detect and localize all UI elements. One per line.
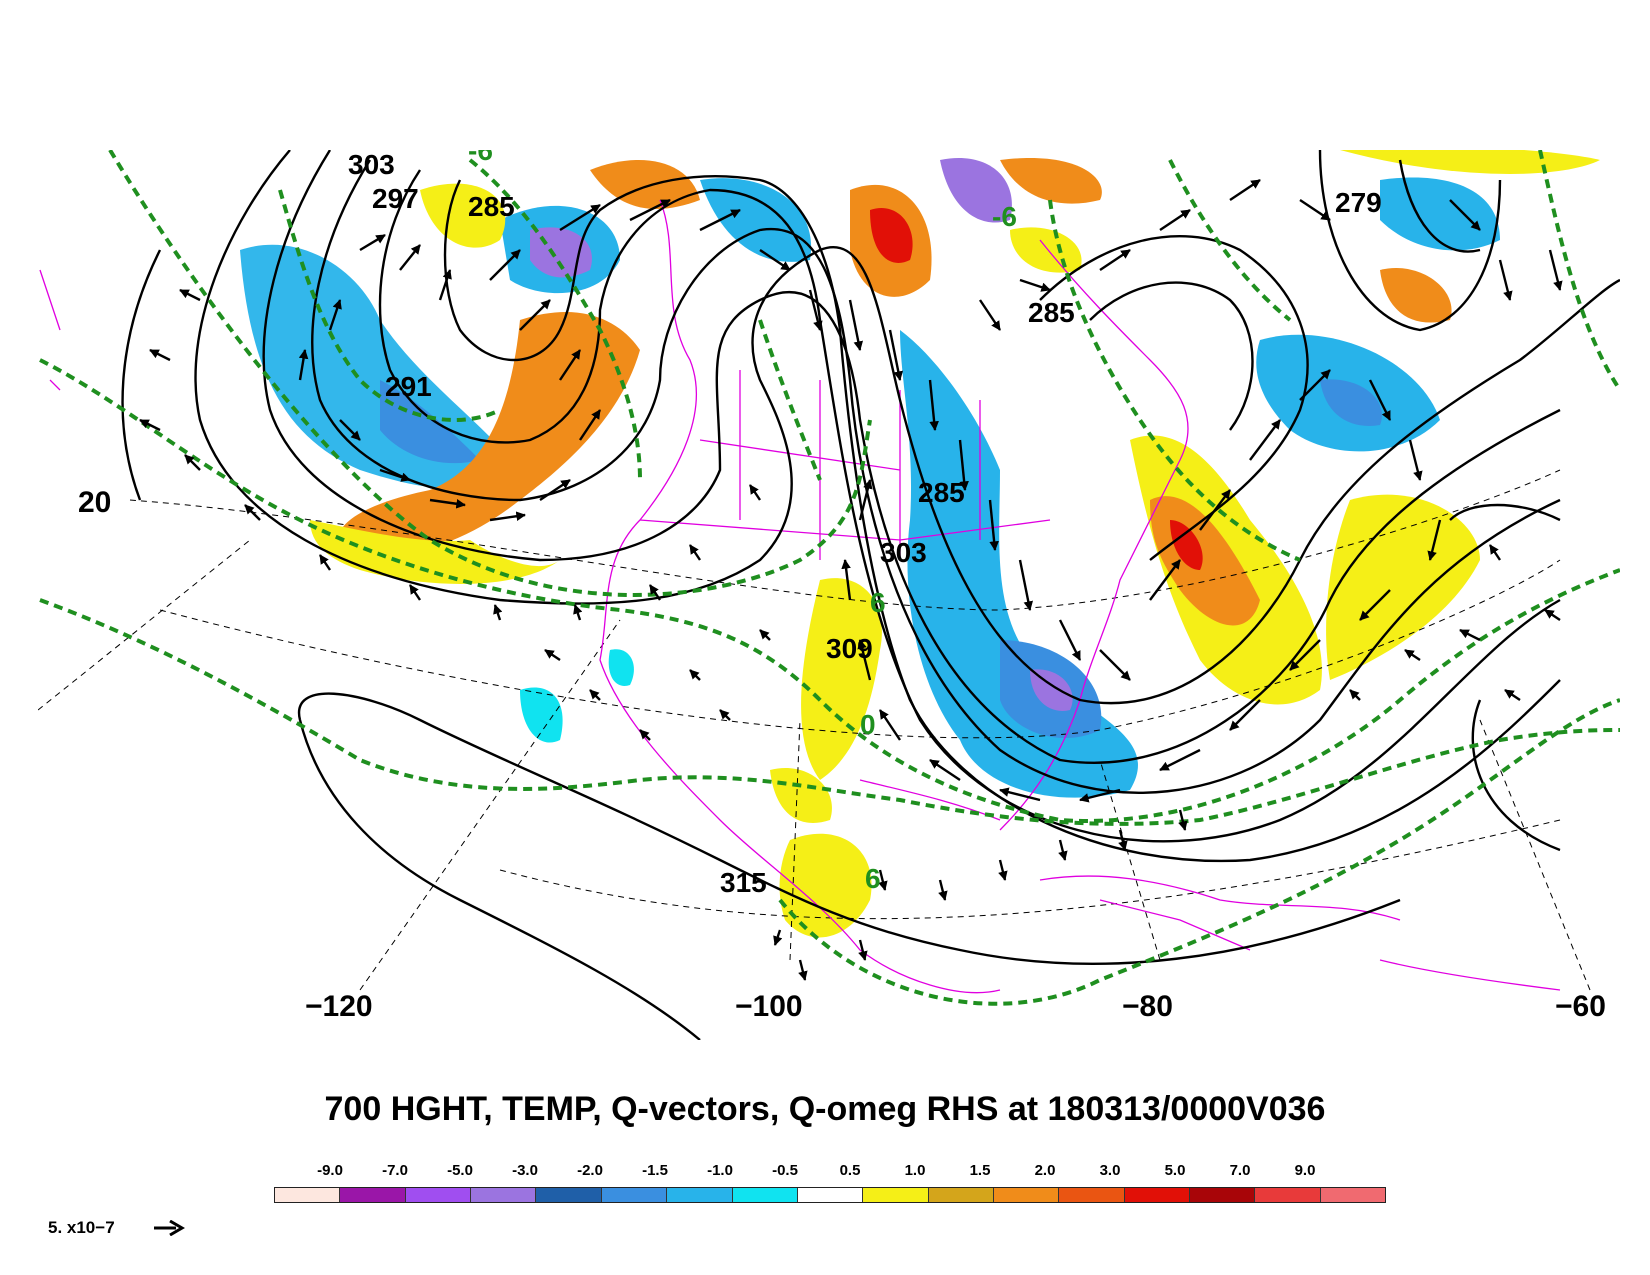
longitude-label: −120 <box>305 990 373 1023</box>
height-label: 315 <box>720 867 767 898</box>
colorbar-segment <box>275 1188 341 1202</box>
q-vectors <box>139 179 1563 981</box>
colorbar-segment <box>1320 1188 1386 1202</box>
axis-labels: 20 −120 −100 −80 −60 <box>78 486 1606 1023</box>
colorbar-tick-label: 2.0 <box>1034 1162 1056 1179</box>
colorbar-tick-label: 1.5 <box>969 1162 991 1179</box>
political-borders <box>39 199 1561 994</box>
colorbar-tick-label: -0.5 <box>772 1162 798 1179</box>
colorbar-segment <box>1124 1188 1191 1202</box>
reference-vector-arrow <box>154 1220 185 1236</box>
colorbar-tick-label: 1.0 <box>904 1162 926 1179</box>
height-label: 279 <box>1335 187 1382 218</box>
colorbar-tick-label: 7.0 <box>1229 1162 1251 1179</box>
height-label: 303 <box>348 149 395 180</box>
height-label: 309 <box>826 633 873 664</box>
height-label: 285 <box>918 477 965 508</box>
temperature-label: 6 <box>865 863 881 894</box>
colorbar-segment <box>1255 1188 1321 1202</box>
temperature-label: -6 <box>992 201 1017 232</box>
colorbar-tick-label: 9.0 <box>1294 1162 1316 1179</box>
colorbar-tick-label: -1.0 <box>707 1162 733 1179</box>
longitude-label: −60 <box>1555 990 1606 1023</box>
temperature-contours <box>39 150 1620 1006</box>
height-label: 285 <box>468 191 515 222</box>
colorbar-segment <box>471 1188 537 1202</box>
colorbar-segment <box>1190 1188 1256 1202</box>
latitude-label: 20 <box>78 486 111 519</box>
colorbar-segment <box>732 1188 798 1202</box>
longitude-label: −100 <box>735 990 803 1023</box>
colorbar-segment <box>993 1188 1060 1202</box>
colorbar-tick-label: 5.0 <box>1164 1162 1186 1179</box>
height-label: 291 <box>385 371 432 402</box>
colorbar <box>274 1187 1386 1203</box>
colorbar-tick-label: -7.0 <box>382 1162 408 1179</box>
colorbar-segment <box>667 1188 733 1202</box>
temperature-label: 0 <box>860 709 876 740</box>
colorbar-tick-label: -9.0 <box>317 1162 343 1179</box>
colorbar-tick-label: -2.0 <box>577 1162 603 1179</box>
colorbar-tick-label: -5.0 <box>447 1162 473 1179</box>
plot-title: 700 HGHT, TEMP, Q-vectors, Q-omeg RHS at… <box>324 1090 1326 1128</box>
temperature-label: -6 <box>468 135 493 166</box>
colorbar-segment <box>863 1188 929 1202</box>
colorbar-segment <box>601 1188 668 1202</box>
longitude-label: −80 <box>1122 990 1173 1023</box>
reference-vector-label: 5. x10−7 <box>48 1218 115 1237</box>
height-label: 303 <box>880 537 927 568</box>
colorbar-segment <box>928 1188 994 1202</box>
colorbar-segment <box>405 1188 472 1202</box>
height-label: 285 <box>1028 297 1075 328</box>
colorbar-tick-label: -1.5 <box>642 1162 668 1179</box>
colorbar-tick-label: -3.0 <box>512 1162 538 1179</box>
colorbar-segment <box>536 1188 602 1202</box>
graticule <box>38 469 1591 991</box>
height-label: 297 <box>372 183 419 214</box>
colorbar-tick-label: 0.5 <box>839 1162 861 1179</box>
colorbar-segment <box>340 1188 406 1202</box>
colorbar-tick-label: 3.0 <box>1099 1162 1121 1179</box>
colorbar-segment <box>1059 1188 1125 1202</box>
contour-labels: 303 297 285 291 279 285 285 303 309 315 <box>348 149 1382 898</box>
temperature-labels: -6 -6 6 0 6 <box>468 135 1017 894</box>
colorbar-segment <box>797 1188 864 1202</box>
map-plot: 303 297 285 291 279 285 285 303 309 315 … <box>38 135 1620 1040</box>
temperature-label: 6 <box>870 587 886 618</box>
